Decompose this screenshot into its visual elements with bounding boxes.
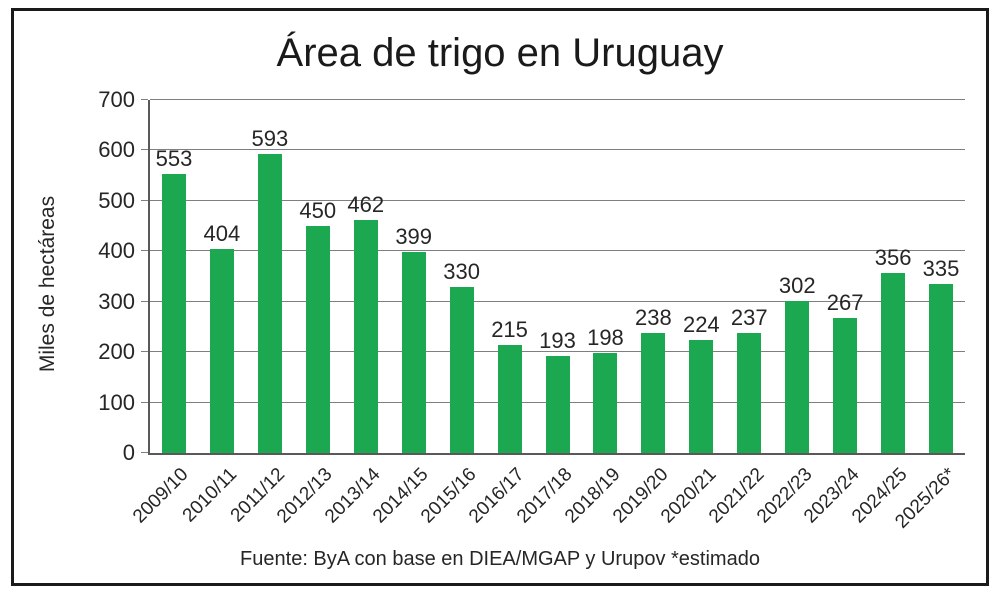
gridline-300 bbox=[150, 300, 965, 302]
bar-2012/13 bbox=[305, 226, 330, 453]
bar-2017/18 bbox=[545, 355, 570, 453]
y-tick-mark bbox=[141, 401, 148, 403]
bar-2023/24 bbox=[833, 318, 858, 453]
bar-2018/19 bbox=[593, 353, 618, 453]
value-label-2010/11: 404 bbox=[203, 221, 241, 247]
bar-2022/23 bbox=[785, 300, 810, 453]
gridline-200 bbox=[150, 351, 965, 353]
y-tick-label: 100 bbox=[98, 389, 135, 415]
bar-2010/11 bbox=[209, 249, 234, 453]
y-tick-mark bbox=[141, 351, 148, 353]
bar-2015/16 bbox=[449, 286, 474, 453]
source-note: Fuente: ByA con base en DIEA/MGAP y Urup… bbox=[240, 548, 760, 570]
y-axis-title: Miles de hectáreas bbox=[36, 195, 59, 373]
value-label-2018/19: 198 bbox=[587, 325, 624, 351]
value-label-2012/13: 450 bbox=[299, 198, 337, 224]
bar-2011/12 bbox=[257, 153, 282, 453]
y-tick-label: 0 bbox=[122, 440, 135, 465]
gridline-600 bbox=[150, 149, 965, 151]
y-tick-label: 600 bbox=[98, 137, 135, 163]
y-tick-mark bbox=[141, 452, 148, 453]
y-tick-label: 400 bbox=[98, 238, 135, 264]
gridline-400 bbox=[150, 250, 965, 252]
value-label-2017/18: 193 bbox=[539, 327, 576, 353]
bar-2014/15 bbox=[401, 251, 426, 453]
value-label-2019/20: 238 bbox=[635, 304, 672, 330]
value-label-2009/10: 553 bbox=[155, 146, 193, 172]
value-label-2014/15: 399 bbox=[395, 223, 433, 249]
y-tick-label: 700 bbox=[98, 87, 135, 112]
y-tick-mark bbox=[141, 99, 148, 100]
gridline-700 bbox=[150, 99, 965, 100]
y-tick-label: 200 bbox=[98, 339, 135, 365]
value-label-2025/26*: 335 bbox=[922, 256, 960, 282]
y-tick-label: 500 bbox=[98, 187, 135, 213]
value-label-2020/21: 224 bbox=[682, 312, 720, 338]
value-label-2011/12: 593 bbox=[251, 125, 289, 151]
value-label-2022/23: 302 bbox=[778, 272, 816, 298]
value-label-2021/22: 237 bbox=[730, 305, 768, 331]
bar-2020/21 bbox=[689, 340, 714, 453]
y-tick-mark bbox=[141, 250, 148, 252]
plot-area: 553 404 593 450 462 399 330 215 193 198 238 224 237 3… bbox=[148, 99, 965, 455]
value-label-2024/25: 356 bbox=[874, 245, 912, 271]
y-tick-label: 300 bbox=[98, 288, 135, 314]
bar-2021/22 bbox=[737, 333, 762, 453]
value-label-2023/24: 267 bbox=[826, 290, 864, 316]
bar-2013/14 bbox=[353, 220, 378, 453]
value-label-2016/17: 215 bbox=[491, 316, 528, 342]
value-label-2015/16: 330 bbox=[443, 258, 480, 284]
bar-2019/20 bbox=[641, 332, 666, 453]
y-tick-mark bbox=[141, 199, 148, 201]
bar-2009/10 bbox=[161, 174, 186, 453]
value-label-2013/14: 462 bbox=[347, 192, 385, 218]
bar-2024/25 bbox=[881, 273, 906, 453]
bar-2016/17 bbox=[497, 344, 522, 453]
y-tick-mark bbox=[141, 149, 148, 151]
bar-2025/26* bbox=[929, 284, 954, 453]
y-tick-mark bbox=[141, 300, 148, 302]
gridline-500 bbox=[150, 199, 965, 201]
chart-title: Área de trigo en Uruguay bbox=[276, 31, 724, 75]
outer-border bbox=[11, 8, 989, 586]
